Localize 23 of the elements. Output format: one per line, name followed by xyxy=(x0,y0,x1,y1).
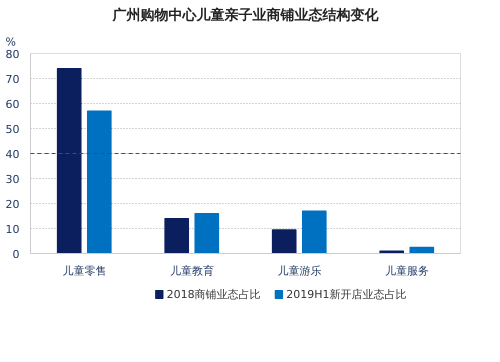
y-tick-label: 0 xyxy=(12,248,20,261)
y-tick-label: 50 xyxy=(6,123,20,136)
chart-title: 广州购物中心儿童亲子业商铺业态结构变化 xyxy=(112,6,380,24)
bar xyxy=(194,213,220,254)
y-tick-label: 30 xyxy=(6,173,20,186)
bar xyxy=(272,229,297,254)
x-tick-label: 儿童零售 xyxy=(62,264,106,278)
y-tick-label: 70 xyxy=(6,73,20,86)
bar xyxy=(56,68,82,254)
y-axis-title: % xyxy=(6,36,16,48)
y-tick-label: 10 xyxy=(6,223,20,236)
bar xyxy=(164,218,190,254)
y-tick-label: 40 xyxy=(6,148,20,161)
legend-label: 2018商铺业态占比 xyxy=(166,288,261,301)
y-tick-label: 20 xyxy=(6,198,20,211)
y-tick-label: 60 xyxy=(6,98,20,111)
x-tick-label: 儿童游乐 xyxy=(277,264,322,278)
legend-label: 2019H1新开店业态占比 xyxy=(286,288,407,301)
y-tick-label: 80 xyxy=(6,48,20,61)
x-tick-label: 儿童教育 xyxy=(170,264,214,278)
x-tick-label: 儿童服务 xyxy=(384,264,429,278)
bar xyxy=(86,110,112,254)
bar xyxy=(302,210,327,254)
